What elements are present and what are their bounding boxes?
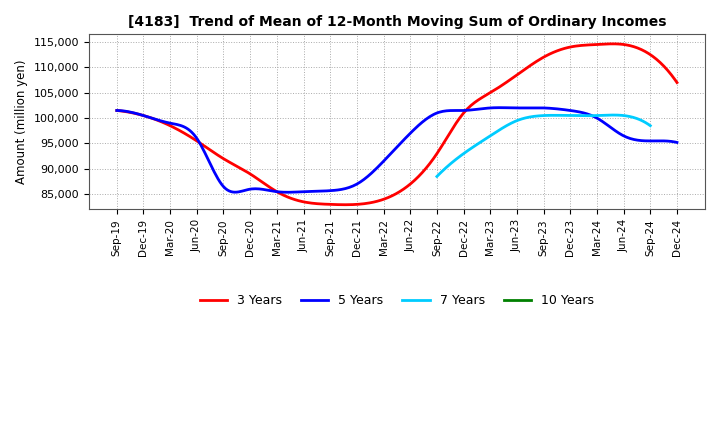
7 Years [613, 113, 622, 118]
7 Years [626, 114, 635, 119]
5 Years [495, 105, 503, 110]
5 Years [588, 114, 597, 119]
5 Years [448, 108, 456, 113]
Legend: 3 Years, 5 Years, 7 Years, 10 Years: 3 Years, 5 Years, 7 Years, 10 Years [194, 289, 599, 312]
5 Years [112, 108, 121, 113]
7 Years [433, 173, 442, 178]
Line: 3 Years: 3 Years [117, 44, 677, 205]
Line: 7 Years: 7 Years [437, 115, 650, 176]
5 Years [114, 108, 123, 113]
3 Years [624, 43, 633, 48]
7 Years [559, 113, 567, 118]
5 Years [457, 108, 466, 113]
3 Years [609, 41, 618, 47]
5 Years [672, 140, 681, 145]
7 Years [609, 112, 618, 117]
Y-axis label: Amount (million yen): Amount (million yen) [15, 60, 28, 184]
3 Years [341, 202, 350, 207]
5 Years [446, 108, 454, 113]
7 Years [563, 113, 572, 118]
3 Years [672, 80, 681, 85]
7 Years [433, 174, 441, 179]
3 Years [446, 130, 454, 135]
7 Years [559, 113, 568, 118]
7 Years [646, 123, 654, 128]
5 Years [624, 135, 633, 140]
3 Years [448, 127, 456, 132]
3 Years [457, 113, 466, 118]
Title: [4183]  Trend of Mean of 12-Month Moving Sum of Ordinary Incomes: [4183] Trend of Mean of 12-Month Moving … [127, 15, 666, 29]
3 Years [587, 42, 595, 48]
3 Years [114, 108, 123, 114]
Line: 5 Years: 5 Years [117, 108, 677, 192]
5 Years [283, 190, 292, 195]
3 Years [112, 108, 121, 113]
